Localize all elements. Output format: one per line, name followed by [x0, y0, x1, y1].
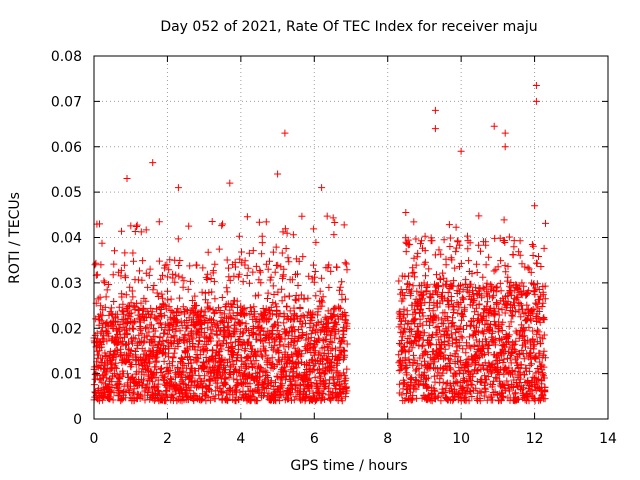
x-tick-label: 12 [526, 431, 544, 447]
x-tick-label: 0 [90, 431, 99, 447]
y-tick-label: 0.04 [51, 231, 82, 247]
y-tick-label: 0.06 [51, 140, 82, 156]
y-tick-label: 0.05 [51, 185, 82, 201]
x-tick-label: 2 [163, 431, 172, 447]
axis-ticks: 0 2 4 6 8 10 12 14 0 0.01 0.02 0.03 0.04 0.05 0.06 0.07… [51, 49, 617, 447]
y-tick-label: 0.03 [51, 276, 82, 292]
x-tick-label: 14 [599, 431, 617, 447]
y-tick-label: 0.07 [51, 94, 82, 110]
x-axis-label: GPS time / hours [290, 458, 407, 474]
x-tick-label: 8 [383, 431, 392, 447]
y-axis-label: ROTI / TECUs [7, 192, 23, 284]
x-tick-label: 6 [310, 431, 319, 447]
x-tick-label: 10 [452, 431, 470, 447]
y-tick-label: 0.02 [51, 321, 82, 337]
x-tick-label: 4 [236, 431, 245, 447]
chart-title: Day 052 of 2021, Rate Of TEC Index for r… [160, 19, 537, 35]
y-tick-label: 0.01 [51, 367, 82, 383]
y-tick-label: 0.08 [51, 49, 82, 65]
y-tick-label: 0 [73, 412, 82, 428]
